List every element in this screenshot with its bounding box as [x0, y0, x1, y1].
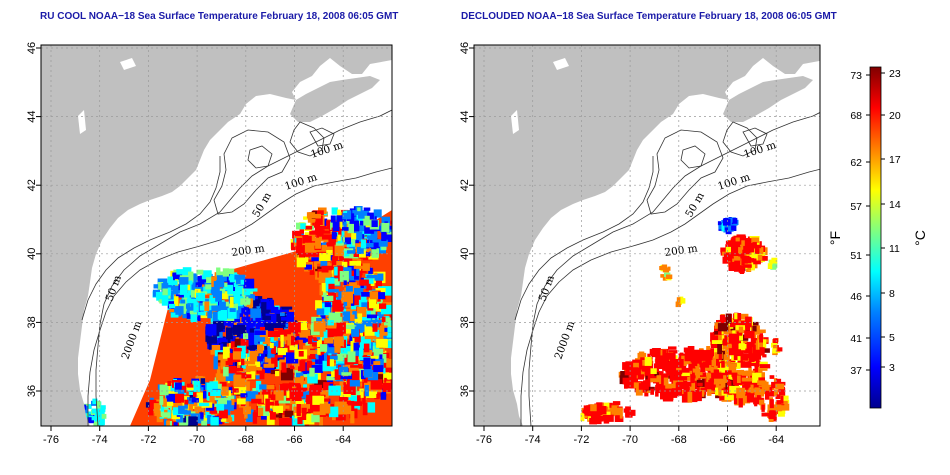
colorbar-label-fahrenheit: 51 [850, 250, 862, 262]
colorbar-axis-fahrenheit: °F [827, 231, 843, 245]
bathymetry-contours [81, 109, 392, 426]
lake [511, 110, 519, 134]
contour-label: 200 m [664, 242, 699, 259]
colorbar-label-celsius: 8 [889, 288, 895, 300]
colorbar-label-fahrenheit: 46 [850, 291, 862, 303]
contour-100m-gulf [213, 129, 291, 215]
land-mass [41, 45, 392, 426]
colorbar-label-celsius: 11 [889, 243, 900, 255]
contour-label: 200 m [231, 242, 266, 259]
map-title-left: RU COOL NOAA−18 Sea Surface Temperature … [40, 11, 399, 22]
contour-50m-georges [247, 145, 273, 169]
y-tick-label: 36 [26, 385, 38, 397]
colorbar-label-fahrenheit: 73 [850, 70, 862, 82]
colorbar-label-fahrenheit: 57 [850, 201, 862, 213]
lake [553, 58, 569, 70]
x-tick-label: -68 [671, 434, 687, 446]
contour-100m-gulf [646, 129, 724, 215]
x-tick-label: -64 [335, 434, 351, 446]
colorbar-label-fahrenheit: 62 [850, 157, 862, 169]
contour-100m-bank [289, 121, 325, 157]
x-tick-label: -70 [189, 434, 205, 446]
colorbar-label-celsius: 3 [889, 362, 895, 374]
y-tick-label: 40 [26, 248, 38, 260]
y-tick-label: 36 [459, 385, 471, 397]
x-tick-label: -66 [287, 434, 303, 446]
x-tick-label: -76 [43, 434, 59, 446]
x-tick-label: -76 [476, 434, 492, 446]
lat-lon-grid [41, 45, 392, 426]
colorbar-label-fahrenheit: 68 [850, 110, 862, 122]
contour-100m-bank [722, 121, 758, 157]
colorbar-label-celsius: 20 [889, 110, 901, 122]
contour-50m-georges [680, 145, 706, 169]
x-tick-label: -72 [573, 434, 589, 446]
lake [120, 58, 136, 70]
colorbar-axis-celsius: °C [912, 230, 928, 246]
colorbar-label-celsius: 5 [889, 332, 895, 344]
contour-2000m [95, 109, 392, 426]
bathymetry-contours [514, 112, 820, 426]
x-tick-label: -68 [238, 434, 254, 446]
colorbar-gradient [869, 66, 882, 409]
contour-50m-bank [742, 127, 768, 147]
y-tick-label: 44 [26, 110, 38, 122]
x-tick-label: -72 [140, 434, 156, 446]
x-tick-label: -74 [92, 434, 108, 446]
contour-50m-coast [514, 156, 654, 321]
temperature-colorbar: 73 68 62 57 51 46 41 37 23 20 17 14 11 8 5 3 °F °C [827, 66, 928, 409]
land-mass [474, 45, 820, 426]
y-tick-label: 38 [459, 316, 471, 328]
nova-scotia-land [723, 76, 813, 122]
axis-ticks [469, 47, 777, 431]
y-tick-label: 46 [26, 42, 38, 54]
axis-ticks [36, 47, 344, 431]
y-tick-label: 44 [459, 110, 471, 122]
colorbar-label-celsius: 23 [889, 68, 901, 80]
contour-50m-bank [309, 127, 335, 147]
lake [78, 110, 86, 134]
y-tick-label: 38 [26, 316, 38, 328]
lat-lon-grid [474, 45, 820, 426]
y-tick-label: 46 [459, 42, 471, 54]
contour-200m [520, 168, 820, 426]
colorbar-label-celsius: 14 [889, 199, 901, 211]
x-tick-label: -74 [525, 434, 541, 446]
y-tick-label: 40 [459, 248, 471, 260]
x-tick-label: -64 [768, 434, 784, 446]
x-tick-label: -70 [622, 434, 638, 446]
nova-scotia-land [290, 76, 380, 122]
colorbar-label-fahrenheit: 37 [850, 365, 862, 377]
colorbar-label-fahrenheit: 41 [850, 333, 862, 345]
sst-pixel-layer [50, 116, 392, 426]
contour-2000m [528, 112, 820, 426]
map-frame [473, 44, 821, 427]
contour-50m-coast [81, 156, 221, 321]
colorbar-label-celsius: 17 [889, 154, 901, 166]
map-title-right: DECLOUDED NOAA−18 Sea Surface Temperatur… [461, 11, 837, 22]
contour-200m [87, 167, 392, 426]
x-tick-label: -66 [720, 434, 736, 446]
map-frame [40, 44, 393, 427]
y-tick-label: 42 [26, 179, 38, 191]
y-tick-label: 42 [459, 179, 471, 191]
